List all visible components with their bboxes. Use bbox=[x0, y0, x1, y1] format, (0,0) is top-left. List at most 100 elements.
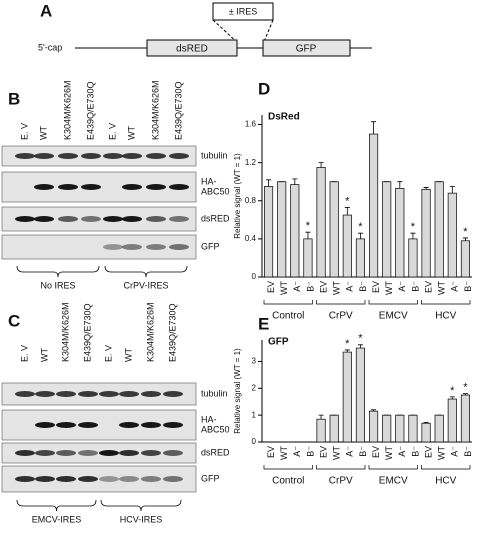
group-label: HCV bbox=[435, 311, 456, 322]
blot-band bbox=[163, 450, 183, 456]
blot-label: ABC50 bbox=[201, 424, 230, 434]
blot-label: tubulin bbox=[201, 388, 228, 398]
blot-band bbox=[81, 153, 101, 159]
bar bbox=[342, 351, 352, 443]
group-bracket bbox=[16, 265, 100, 278]
blot-label: HA- bbox=[201, 176, 217, 186]
bar bbox=[434, 414, 444, 443]
blot-band bbox=[141, 476, 161, 482]
gene-box bbox=[262, 39, 351, 57]
x-tick-label: B⁻ bbox=[305, 281, 315, 292]
error-bar bbox=[423, 187, 429, 190]
error-bar bbox=[305, 231, 311, 239]
lane-label: E. V bbox=[107, 123, 117, 140]
group-bracket bbox=[368, 300, 418, 305]
x-tick-label: WT bbox=[332, 281, 342, 295]
x-tick-label: B⁻ bbox=[305, 446, 315, 457]
blot-label: GFP bbox=[201, 473, 220, 483]
y-tick-label: 0 bbox=[252, 437, 257, 446]
error-bar bbox=[449, 186, 455, 194]
error-bar bbox=[344, 207, 350, 216]
x-tick-label: A⁻ bbox=[450, 281, 460, 292]
chart-title: GFP bbox=[268, 337, 289, 348]
blot-band bbox=[34, 216, 54, 222]
blot-band bbox=[141, 450, 161, 456]
significance-mark: * bbox=[358, 333, 363, 345]
bar bbox=[408, 238, 418, 278]
blot-band bbox=[35, 391, 55, 397]
x-tick-label: WT bbox=[279, 446, 289, 460]
blot-band bbox=[34, 153, 54, 159]
blot-band bbox=[99, 476, 119, 482]
group-bracket bbox=[316, 300, 366, 305]
x-tick-label: EV bbox=[318, 281, 328, 293]
group-bracket bbox=[100, 499, 182, 512]
blot-band bbox=[119, 476, 139, 482]
bar bbox=[434, 181, 444, 278]
bar bbox=[408, 414, 418, 443]
bar bbox=[342, 214, 352, 278]
error-bar bbox=[449, 396, 455, 400]
error-bar bbox=[462, 237, 468, 241]
x-tick-label: EV bbox=[266, 281, 276, 293]
blot-band bbox=[99, 391, 119, 397]
bar bbox=[460, 394, 470, 443]
blot-label: dsRED bbox=[201, 447, 230, 457]
panel-letter: D bbox=[258, 79, 270, 98]
blot bbox=[1, 234, 197, 260]
y-tick-label: 1 bbox=[252, 410, 257, 419]
panel-letter: C bbox=[8, 311, 20, 330]
error-bar bbox=[462, 393, 468, 396]
blot-band bbox=[103, 216, 123, 222]
blot-label: tubulin bbox=[201, 150, 228, 160]
group-label: CrPV bbox=[329, 311, 353, 322]
bar bbox=[421, 422, 431, 443]
group-label: Control bbox=[272, 476, 304, 487]
blot-band bbox=[141, 391, 161, 397]
bar bbox=[447, 398, 457, 443]
blot-band bbox=[56, 422, 76, 428]
y-axis-label: Relative signal (WT = 1) bbox=[233, 153, 242, 239]
x-tick-label: A⁻ bbox=[397, 281, 407, 292]
x-tick-label: WT bbox=[279, 281, 289, 295]
blot-band bbox=[58, 216, 78, 222]
bar bbox=[316, 167, 326, 278]
group-label: CrPV-IRES bbox=[123, 280, 168, 290]
blot-band bbox=[34, 184, 54, 190]
blot-band bbox=[122, 184, 142, 190]
x-tick-label: EV bbox=[423, 446, 433, 458]
significance-mark: * bbox=[463, 382, 468, 394]
error-bar bbox=[371, 121, 377, 135]
blot-band bbox=[58, 184, 78, 190]
gene-label: dsRED bbox=[176, 44, 208, 55]
blot-band bbox=[15, 216, 35, 222]
y-tick-label: 0.8 bbox=[245, 196, 257, 205]
x-tick-label: A⁻ bbox=[345, 281, 355, 292]
x-tick-label: EV bbox=[371, 281, 381, 293]
group-bracket bbox=[263, 465, 313, 470]
lane-label: WT bbox=[126, 126, 136, 140]
blot-band bbox=[56, 476, 76, 482]
lane-label: K304M/K626M bbox=[150, 80, 160, 140]
bar bbox=[316, 418, 326, 443]
blot-band bbox=[169, 244, 189, 250]
error-bar bbox=[292, 178, 298, 185]
cap-label: 5'-cap bbox=[38, 42, 62, 52]
x-tick-label: A⁻ bbox=[397, 446, 407, 457]
significance-mark: * bbox=[345, 338, 350, 350]
y-tick-label: 1.6 bbox=[245, 120, 257, 129]
blot-band bbox=[15, 476, 35, 482]
bar bbox=[369, 133, 379, 278]
bar bbox=[382, 181, 392, 278]
significance-mark: * bbox=[306, 220, 311, 232]
error-bar bbox=[266, 179, 272, 187]
group-label: EMCV-IRES bbox=[32, 514, 82, 524]
group-label: EMCV bbox=[379, 476, 408, 487]
blot-band bbox=[119, 391, 139, 397]
bar bbox=[277, 181, 287, 278]
error-bar bbox=[318, 162, 324, 168]
blot-band bbox=[103, 153, 123, 159]
lane-label: E439Q/E730Q bbox=[85, 81, 95, 140]
y-axis-label: Relative signal (WT = 1) bbox=[233, 348, 242, 434]
blot-band bbox=[146, 244, 166, 250]
